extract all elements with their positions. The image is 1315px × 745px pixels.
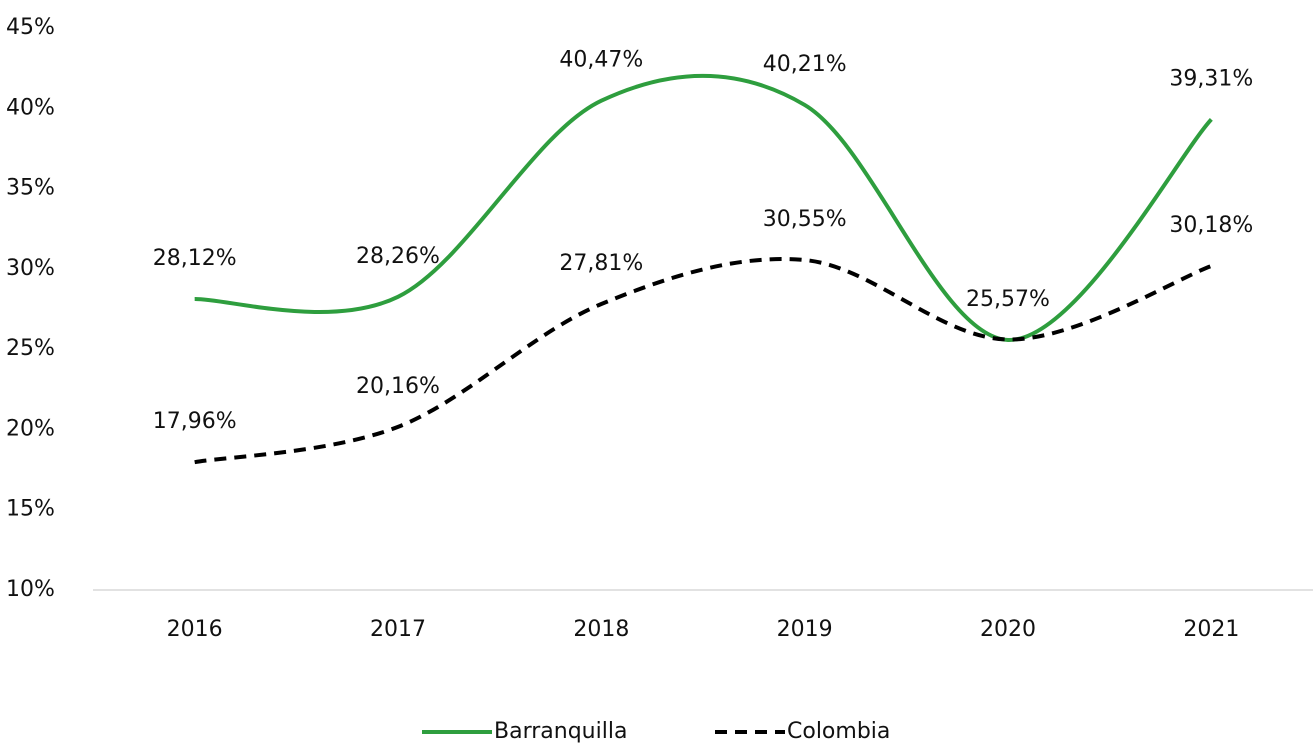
x-tick-label: 2018	[573, 617, 629, 642]
legend-label: Barranquilla	[494, 719, 627, 744]
x-tick-label: 2016	[167, 617, 223, 642]
y-tick-label: 40%	[6, 95, 55, 120]
data-label: 40,47%	[559, 48, 643, 73]
data-label: 20,16%	[356, 374, 440, 399]
x-tick-label: 2020	[980, 617, 1036, 642]
series-line	[194, 73, 1213, 342]
y-tick-label: 15%	[6, 497, 55, 522]
legend-label: Colombia	[787, 719, 890, 744]
data-label: 28,26%	[356, 244, 440, 269]
y-tick-label: 25%	[6, 336, 55, 361]
data-label: 27,81%	[559, 251, 643, 276]
y-tick-label: 35%	[6, 176, 55, 201]
data-label: 17,96%	[153, 409, 237, 434]
y-tick-label: 30%	[6, 256, 55, 281]
data-label: 30,18%	[1169, 213, 1253, 238]
data-label: 28,12%	[153, 246, 237, 271]
y-tick-label: 20%	[6, 416, 55, 441]
data-label: 30,55%	[763, 207, 847, 232]
data-label: 39,31%	[1169, 66, 1253, 91]
x-tick-label: 2017	[370, 617, 426, 642]
y-tick-label: 10%	[6, 577, 55, 602]
x-tick-label: 2021	[1183, 617, 1239, 642]
y-tick-label: 45%	[6, 15, 55, 40]
data-label: 25,57%	[966, 287, 1050, 312]
series-line	[194, 257, 1213, 465]
data-label: 40,21%	[763, 52, 847, 77]
x-tick-label: 2019	[777, 617, 833, 642]
